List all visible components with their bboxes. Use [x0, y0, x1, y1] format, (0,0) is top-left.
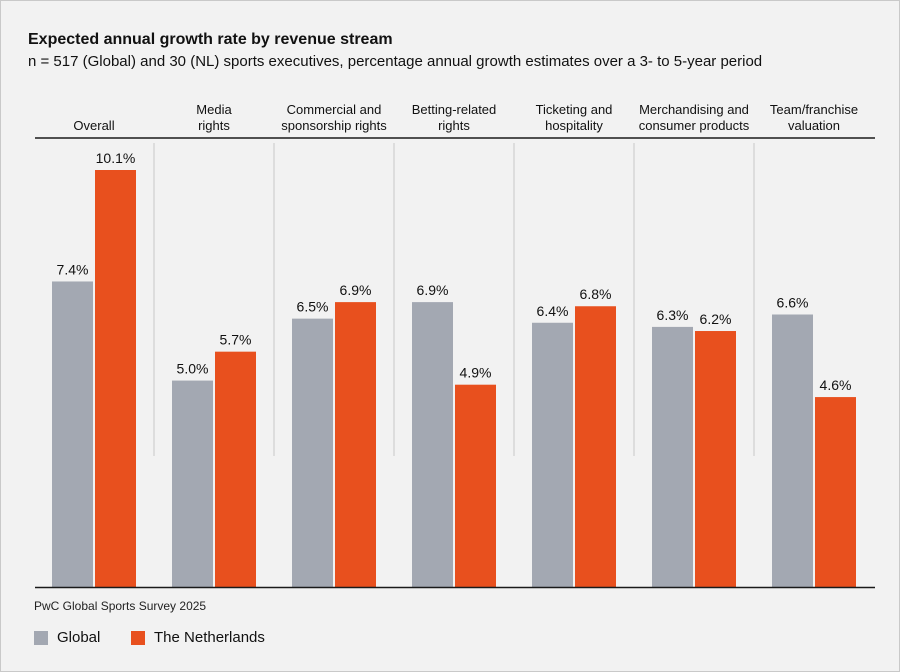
bar-netherlands	[695, 331, 736, 587]
value-label-netherlands: 5.7%	[220, 332, 252, 348]
bar-chart: Overall7.4%10.1%Mediarights5.0%5.7%Comme…	[35, 102, 875, 589]
value-label-global: 6.3%	[657, 307, 689, 323]
value-label-netherlands: 4.6%	[820, 377, 852, 393]
value-label-global: 6.6%	[777, 295, 809, 311]
value-label-netherlands: 10.1%	[96, 150, 136, 166]
value-label-netherlands: 6.9%	[340, 282, 372, 298]
value-label-netherlands: 6.8%	[580, 286, 612, 302]
category-label: Commercial and	[287, 102, 382, 117]
category-label: consumer products	[639, 118, 750, 133]
legend-label-global: Global	[57, 629, 101, 646]
value-label-global: 6.9%	[417, 282, 449, 298]
legend-swatch-global	[34, 630, 48, 645]
bar-global	[772, 314, 813, 587]
value-label-global: 5.0%	[177, 361, 209, 377]
category-label: Team/franchise	[770, 102, 858, 117]
bar-netherlands	[335, 302, 376, 587]
category-label: Merchandising and	[639, 102, 749, 117]
bar-netherlands	[575, 306, 616, 587]
legend-item-netherlands: The Netherlands	[131, 629, 265, 646]
category-label: sponsorship rights	[281, 118, 387, 133]
value-label-global: 6.5%	[297, 299, 329, 315]
category-label: rights	[438, 118, 470, 133]
bar-netherlands	[815, 397, 856, 587]
category-label: Betting-related	[412, 102, 497, 117]
value-label-global: 7.4%	[57, 261, 89, 277]
bar-global	[652, 326, 693, 587]
category-label: Overall	[73, 118, 114, 133]
bar-netherlands	[455, 384, 496, 587]
bar-global	[412, 302, 453, 587]
chart-subtitle: n = 517 (Global) and 30 (NL) sports exec…	[28, 53, 763, 70]
bar-global	[532, 322, 573, 587]
value-label-global: 6.4%	[537, 303, 569, 319]
legend-item-global: Global	[34, 629, 100, 646]
bar-netherlands	[215, 351, 256, 587]
chart-title: Expected annual growth rate by revenue s…	[28, 31, 393, 48]
category-label: Media	[196, 102, 232, 117]
category-label: hospitality	[545, 118, 603, 133]
bar-global	[292, 318, 333, 587]
category-label: rights	[198, 118, 230, 133]
bar-global	[172, 380, 213, 587]
bar-global	[52, 281, 93, 587]
source-note: PwC Global Sports Survey 2025	[34, 599, 207, 613]
bar-netherlands	[95, 170, 136, 587]
legend-label-netherlands: The Netherlands	[154, 629, 265, 646]
legend-swatch-netherlands	[131, 630, 145, 645]
value-label-netherlands: 6.2%	[700, 311, 732, 327]
value-label-netherlands: 4.9%	[460, 365, 492, 381]
category-label: valuation	[788, 118, 840, 133]
category-label: Ticketing and	[536, 102, 613, 117]
